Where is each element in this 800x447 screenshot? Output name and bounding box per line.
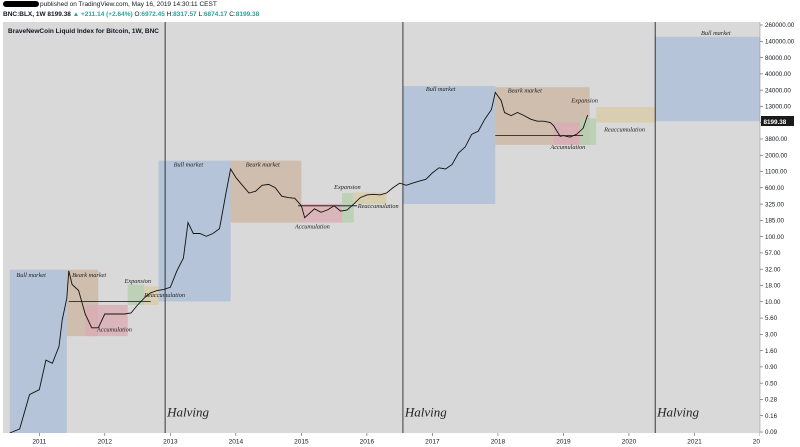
annotation-label-5: Bull market — [174, 162, 204, 169]
zone-accumulation-12 — [553, 122, 580, 145]
zone-expansion-13 — [579, 118, 597, 145]
annotation-label-18: Halving — [656, 405, 699, 420]
y-tick-label-7: 3800.00 — [765, 136, 788, 143]
zone-bull-5 — [158, 160, 231, 302]
chart-title: BraveNewCoin Liquid Index for Bitcoin, 1… — [8, 28, 159, 35]
x-tick-label-9: 2020 — [622, 439, 637, 446]
y-tick-label-21: 0.90 — [765, 364, 778, 371]
price-series-line — [9, 91, 589, 434]
annotation-label-2: Accumulation — [96, 327, 132, 334]
zone-reaccumulation-9 — [353, 192, 387, 204]
x-tick-label-10: 2021 — [687, 439, 702, 446]
last-price-tag-label: 8199.38 — [764, 119, 787, 126]
symbol-line: BNC:BLX, 1W 8199.38 ▲ +211.14 (+2.64%) O… — [3, 11, 259, 18]
y-tick-label-14: 57.00 — [765, 250, 781, 257]
halving-lines — [164, 22, 656, 433]
annotation-label-0: Bull market — [16, 272, 46, 279]
zone-expansion-8 — [342, 193, 354, 223]
annotation-label-12: Accumulation — [549, 144, 585, 151]
ohlc-h: 8317.57 — [173, 11, 197, 18]
zone-accumulation-2 — [85, 304, 128, 337]
x-tick-label-8: 2019 — [556, 439, 571, 446]
annotation-label-13: Expansion — [570, 98, 598, 105]
ohlc-c-label: C: — [229, 11, 236, 18]
annotation-label-4: Reaccumulation — [143, 292, 185, 299]
annotation-label-3: Expansion — [123, 278, 151, 285]
zone-expansion-3 — [127, 284, 145, 305]
annotation-label-10: Bull market — [426, 86, 456, 93]
ohlc-h-label: H: — [166, 11, 174, 18]
y-tick-label-3: 40000.00 — [765, 71, 791, 78]
y-tick-label-25: 0.09 — [765, 429, 778, 436]
y-tick-label-24: 0.16 — [765, 413, 778, 420]
y-tick-label-4: 24000.00 — [765, 87, 791, 94]
zone-reaccumulation-14 — [596, 107, 656, 123]
annotation-label-15: Bull market — [701, 30, 731, 37]
zone-accumulation-7 — [301, 203, 342, 223]
x-tick-label-3: 2014 — [229, 439, 244, 446]
ohlc-o-label: O: — [134, 11, 142, 18]
annotation-label-8: Expansion — [333, 184, 361, 191]
chart-header: published on TradingView.com, May 16, 20… — [0, 0, 800, 22]
y-axis-bg — [760, 22, 800, 447]
plot-area[interactable] — [3, 22, 760, 433]
zone-bear-6 — [230, 160, 302, 223]
y-tick-label-10: 600.00 — [765, 185, 784, 192]
y-tick-label-8: 2000.00 — [765, 152, 788, 159]
y-tick-label-13: 100.00 — [765, 234, 784, 241]
x-tick-label-0: 2011 — [32, 439, 46, 446]
annotation-label-1: Beark market — [72, 272, 106, 279]
y-tick-label-9: 1100.00 — [765, 169, 787, 176]
ohlc-values: O:6972.45 H:8317.57 L:6874.17 C:8199.38 — [134, 11, 259, 18]
last-price-tag: 8199.38 — [761, 116, 794, 126]
price-change: +211.14 (+2.64%) — [80, 11, 133, 18]
annotation-label-16: Halving — [166, 405, 209, 420]
y-tick-label-19: 3.00 — [765, 332, 778, 339]
current-price: 8199.38 — [47, 11, 71, 18]
y-tick-label-20: 1.60 — [765, 348, 778, 355]
reaccumulation-lines — [68, 135, 584, 302]
ohlc-o: 6972.45 — [141, 11, 165, 18]
publish-line: published on TradingView.com, May 16, 20… — [3, 1, 217, 8]
last-price-tag-box — [761, 116, 794, 126]
y-tick-label-16: 18.00 — [765, 283, 781, 290]
x-tick-label-7: 2018 — [491, 439, 506, 446]
y-tick-label-0: 260000.00 — [765, 22, 795, 29]
zone-bull-0 — [9, 269, 67, 433]
x-tick-label-5: 2016 — [360, 439, 375, 446]
y-tick-label-18: 5.60 — [765, 315, 778, 322]
annotation-labels: Bull market Beark market Accumulation Expan… — [16, 30, 730, 420]
annotation-label-9: Reaccumulation — [357, 203, 399, 210]
annotation-label-7: Accumulation — [294, 224, 330, 231]
annotation-label-11: Beark market — [508, 87, 542, 94]
y-tick-label-12: 185.00 — [765, 218, 784, 225]
ohlc-l: 6874.17 — [203, 11, 228, 18]
symbol-label: BNC:BLX, 1W — [3, 11, 46, 18]
redacted-username — [3, 1, 39, 8]
y-tick-label-23: 0.28 — [765, 397, 778, 404]
x-tick-label-1: 2012 — [98, 439, 113, 446]
y-tick-label-11: 325.00 — [765, 201, 784, 208]
y-tick-label-22: 0.50 — [765, 380, 778, 387]
x-tick-label-4: 2015 — [294, 439, 309, 446]
y-tick-label-2: 80000.00 — [765, 55, 791, 62]
y-tick-label-15: 32.00 — [765, 266, 781, 273]
zone-bull-10 — [402, 86, 496, 204]
annotation-label-17: Halving — [404, 405, 447, 420]
annotation-label-6: Beark market — [246, 162, 280, 169]
publish-text: published on TradingView.com, May 16, 20… — [40, 1, 217, 8]
annotation-label-14: Reaccumulation — [603, 127, 645, 134]
y-tick-label-5: 13000.00 — [765, 104, 791, 111]
zone-bull-15 — [655, 36, 760, 122]
ohlc-l-label: L: — [198, 11, 204, 18]
triangle-up-icon: ▲ — [72, 11, 80, 18]
x-tick-label-6: 2017 — [425, 439, 440, 446]
ohlc-c: 8199.38 — [235, 11, 260, 18]
y-tick-label-1: 140000.00 — [765, 38, 795, 45]
y-axis: 260000.00 140000.00 80000.00 40000.00 24000.… — [760, 22, 795, 436]
x-axis-bg — [3, 433, 760, 447]
x-tick-label-2: 2013 — [163, 439, 178, 446]
y-tick-label-17: 10.00 — [765, 299, 781, 306]
